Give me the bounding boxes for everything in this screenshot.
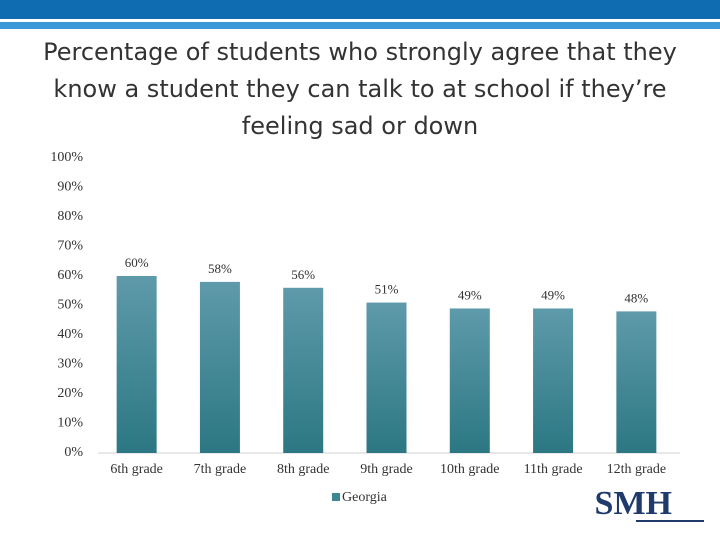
x-tick-label: 12th grade — [607, 462, 666, 477]
header-band — [0, 0, 720, 19]
value-label: 60% — [125, 255, 149, 270]
y-tick-label: 10% — [57, 416, 83, 431]
legend-label: Georgia — [342, 490, 388, 505]
value-label: 49% — [541, 287, 565, 302]
y-tick-label: 60% — [57, 268, 83, 283]
chart-title: Percentage of students who strongly agre… — [43, 38, 677, 140]
value-label: 49% — [458, 287, 482, 302]
x-tick-label: 8th grade — [277, 462, 329, 477]
header-stripe — [0, 22, 720, 29]
bar — [533, 308, 574, 453]
bar — [366, 302, 407, 453]
y-tick-label: 0% — [64, 445, 83, 460]
bar — [616, 311, 657, 453]
x-tick-label: 9th grade — [360, 462, 412, 477]
bar — [116, 276, 157, 453]
bar — [449, 308, 490, 453]
bar — [199, 281, 240, 453]
value-label: 58% — [208, 261, 232, 276]
logo: SMH — [595, 485, 672, 522]
legend-swatch — [332, 493, 340, 501]
x-tick-label: 6th grade — [110, 462, 162, 477]
y-tick-label: 70% — [57, 239, 83, 254]
bar — [283, 287, 324, 453]
x-tick-label: 7th grade — [194, 462, 246, 477]
x-tick-label: 11th grade — [524, 462, 583, 477]
value-label: 48% — [624, 290, 648, 305]
y-tick-label: 30% — [57, 357, 83, 372]
y-tick-label: 50% — [57, 298, 83, 313]
value-label: 51% — [375, 282, 399, 297]
y-tick-label: 20% — [57, 386, 83, 401]
y-tick-label: 90% — [57, 180, 83, 195]
value-label: 56% — [291, 267, 315, 282]
y-tick-label: 80% — [57, 209, 83, 224]
y-tick-label: 40% — [57, 327, 83, 342]
x-tick-label: 10th grade — [440, 462, 499, 477]
y-tick-label: 100% — [50, 150, 83, 165]
